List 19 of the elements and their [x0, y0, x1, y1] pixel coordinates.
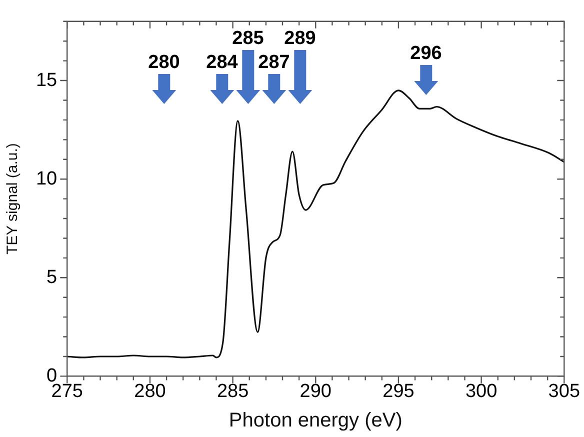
x-tick-label: 300 — [465, 380, 498, 402]
annotation: 289 — [284, 28, 316, 49]
annotation: 280 — [148, 52, 180, 73]
x-tick-label: 275 — [51, 380, 83, 402]
x-tick-label: 280 — [134, 380, 166, 402]
x-tick-label: 285 — [216, 380, 249, 402]
y-tick-label: 10 — [36, 168, 58, 190]
annotation: 287 — [258, 52, 290, 73]
annotation: 285 — [232, 28, 264, 49]
y-tick-label: 15 — [36, 70, 58, 91]
annotation: 296 — [410, 43, 442, 64]
y-axis-title: TEY signal (a.u.) — [4, 143, 22, 255]
x-tick-label: 295 — [382, 380, 414, 402]
line-series — [67, 90, 564, 358]
x-tick-label: 290 — [300, 380, 332, 402]
y-tick-label: 5 — [46, 266, 58, 288]
annotation: 284 — [206, 52, 238, 73]
x-axis-title: Photon energy (eV) — [228, 410, 402, 432]
x-tick-label: 305 — [548, 380, 580, 402]
